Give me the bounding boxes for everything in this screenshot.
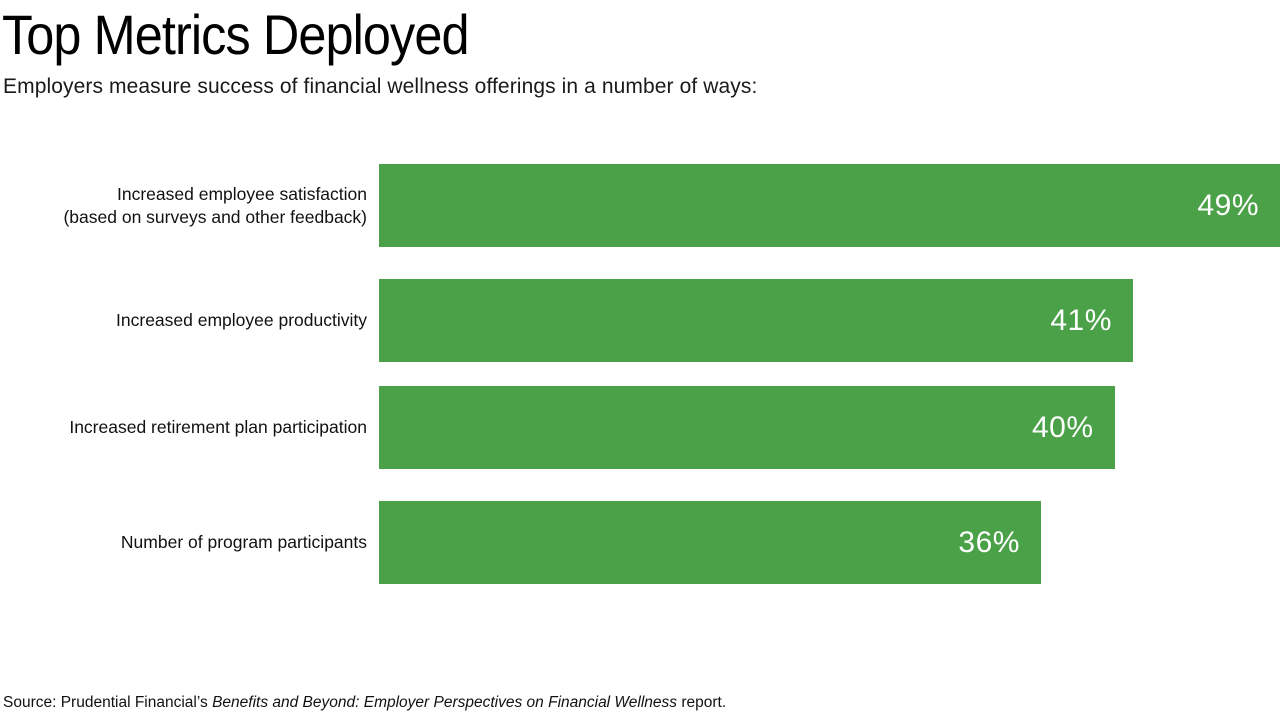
category-label: Increased employee productivity [0, 309, 379, 332]
bar-track: 36% [379, 501, 1280, 584]
bar-value-label: 36% [958, 525, 1020, 559]
bar: 36% [379, 501, 1041, 584]
source-note: Source: Prudential Financial’s Benefits … [3, 694, 726, 712]
category-label-line: Increased employee satisfaction [117, 183, 367, 204]
chart-row: Increased employee productivity 41% [0, 279, 1280, 362]
bar-track: 41% [379, 279, 1280, 362]
page-subtitle: Employers measure success of financial w… [3, 75, 758, 98]
category-label: Number of program participants [0, 531, 379, 554]
category-label: Increased employee satisfaction (based on… [0, 183, 379, 229]
category-label-line: Increased employee productivity [116, 310, 367, 330]
category-label-line: (based on surveys and other feedback) [63, 206, 367, 227]
chart-row: Increased employee satisfaction (based on… [0, 164, 1280, 247]
source-suffix: report. [677, 694, 727, 711]
bar: 49% [379, 164, 1280, 247]
bar: 41% [379, 279, 1133, 362]
bar-value-label: 41% [1050, 303, 1112, 337]
bar-track: 40% [379, 386, 1280, 469]
source-report-title: Benefits and Beyond: Employer Perspectiv… [212, 694, 678, 711]
chart-row: Number of program participants 36% [0, 501, 1280, 584]
category-label-line: Increased retirement plan participation [69, 417, 367, 437]
chart-row: Increased retirement plan participation 4… [0, 386, 1280, 469]
bar: 40% [379, 386, 1115, 469]
category-label: Increased retirement plan participation [0, 416, 379, 439]
bar-value-label: 40% [1031, 410, 1094, 444]
page-title: Top Metrics Deployed [2, 3, 470, 66]
source-prefix: Source: Prudential Financial’s [3, 694, 213, 711]
bar-track: 49% [379, 164, 1280, 247]
category-label-line: Number of program participants [120, 532, 367, 552]
bar-value-label: 49% [1197, 188, 1259, 222]
